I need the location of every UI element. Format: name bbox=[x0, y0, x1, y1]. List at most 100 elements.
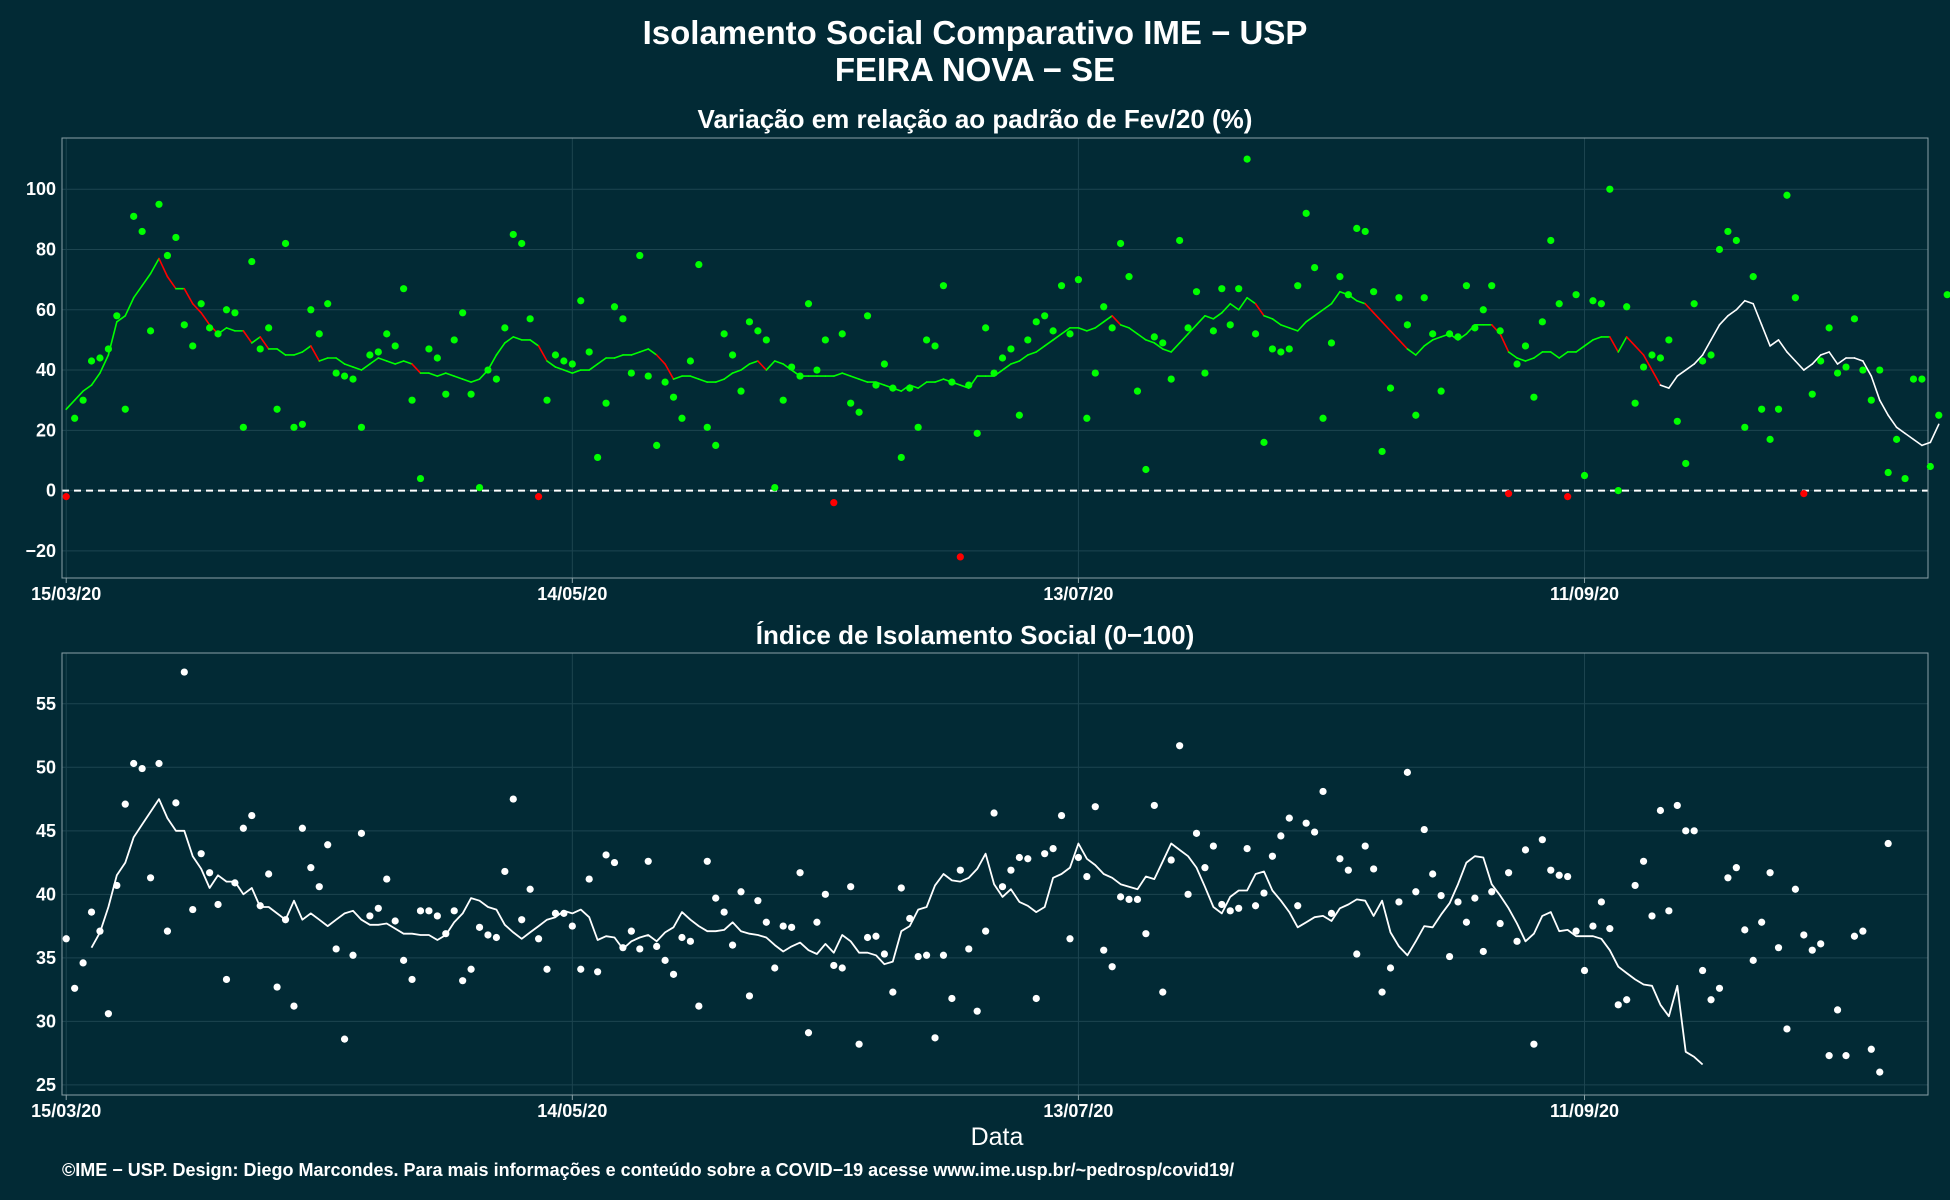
p2-data-point bbox=[568, 922, 576, 930]
p2-data-point bbox=[1403, 768, 1411, 776]
p1-data-point bbox=[1884, 468, 1892, 477]
p2-data-point bbox=[1724, 874, 1732, 882]
p1-data-point bbox=[1639, 363, 1648, 371]
p2-data-point bbox=[357, 829, 366, 837]
p2-data-point bbox=[720, 908, 728, 916]
p2-data-point bbox=[324, 841, 332, 849]
p2-data-point bbox=[560, 909, 568, 917]
p1-data-point bbox=[644, 372, 652, 380]
p2-data-point bbox=[1353, 950, 1361, 958]
p1-data-point bbox=[374, 348, 382, 356]
p1-data-point bbox=[922, 336, 931, 344]
p2-data-point bbox=[1741, 926, 1749, 934]
p2-xtick-label: 15/03/20 bbox=[31, 1101, 101, 1121]
p2-data-point bbox=[1597, 898, 1605, 906]
p1-trend-segment bbox=[1895, 426, 1906, 435]
p1-trend-segment bbox=[1878, 399, 1889, 417]
p1-trend-segment bbox=[411, 363, 422, 374]
p1-trend-segment bbox=[377, 357, 388, 362]
p1-data-point bbox=[484, 366, 492, 374]
p2-data-point bbox=[728, 941, 737, 949]
p1-trend-segment bbox=[259, 336, 270, 350]
p1-data-point bbox=[636, 251, 644, 260]
p1-trend-segment bbox=[1398, 339, 1409, 350]
p1-data-point bbox=[745, 318, 754, 326]
p1-data-point bbox=[1412, 411, 1420, 419]
p1-data-point bbox=[1766, 435, 1774, 443]
p1-trend-segment bbox=[630, 351, 641, 356]
p1-trend-segment bbox=[1836, 357, 1847, 365]
p1-trend-segment bbox=[748, 360, 759, 365]
p2-data-point bbox=[1201, 864, 1209, 872]
p1-data-point bbox=[1319, 414, 1327, 422]
p2-data-point bbox=[1707, 996, 1715, 1004]
p2-data-point bbox=[197, 850, 205, 858]
chart-subtitle-location: FEIRA NOVA − SE bbox=[835, 51, 1115, 88]
p1-data-point bbox=[1277, 348, 1285, 356]
p1-data-point bbox=[1623, 303, 1631, 311]
p1-data-point bbox=[1842, 363, 1850, 371]
p1-trend-segment bbox=[166, 275, 177, 290]
p2-data-point bbox=[585, 875, 593, 883]
p1-trend-segment bbox=[495, 342, 506, 356]
p1-trend-segment bbox=[428, 372, 439, 377]
p2-data-point bbox=[1007, 866, 1015, 874]
p1-data-point bbox=[1083, 414, 1091, 422]
p1-trend-segment bbox=[1769, 339, 1780, 347]
p1-trend-segment bbox=[1128, 327, 1139, 335]
p1-trend-segment bbox=[250, 336, 262, 344]
p2-data-point bbox=[1268, 852, 1277, 860]
p1-trend-segment bbox=[1634, 345, 1645, 356]
p2-data-point bbox=[374, 904, 382, 912]
chart-title: Isolamento Social Comparativo IME − USP bbox=[643, 14, 1308, 51]
p1-trend-segment bbox=[512, 336, 523, 341]
p1-data-point bbox=[442, 390, 450, 398]
p1-trend-segment bbox=[1423, 339, 1434, 347]
p1-data-point bbox=[1429, 330, 1437, 338]
p1-trend-segment bbox=[1499, 333, 1510, 353]
p1-data-point bbox=[231, 309, 239, 317]
p1-trend-segment bbox=[1533, 351, 1544, 359]
p1-trend-segment bbox=[1642, 354, 1653, 371]
p1-data-point bbox=[796, 372, 804, 380]
p1-ytick-label: 100 bbox=[26, 179, 56, 199]
p2-data-point bbox=[880, 950, 889, 958]
p1-trend-segment bbox=[1684, 363, 1695, 371]
p2-data-point bbox=[1302, 819, 1310, 827]
p1-trend-segment bbox=[1929, 423, 1940, 444]
p1-data-point bbox=[1353, 224, 1361, 233]
p2-data-point bbox=[1251, 902, 1260, 910]
p1-data-point bbox=[577, 297, 585, 305]
p2-data-point bbox=[104, 1010, 112, 1018]
p1-data-point bbox=[189, 342, 197, 350]
p2-xtick-label: 11/09/20 bbox=[1550, 1101, 1619, 1121]
p1-trend-segment bbox=[1263, 315, 1274, 320]
p1-data-point bbox=[1344, 291, 1352, 299]
p1-trend-segment bbox=[276, 348, 287, 356]
p2-data-point bbox=[669, 970, 678, 978]
p2-data-point bbox=[96, 927, 104, 935]
p1-trend-segment bbox=[504, 336, 515, 344]
p2-data-point bbox=[87, 908, 96, 916]
p1-data-point bbox=[1370, 288, 1378, 296]
p1-data-point bbox=[1547, 236, 1555, 245]
p2-data-point bbox=[484, 931, 492, 939]
p2-data-point bbox=[897, 884, 905, 892]
p2-data-point bbox=[1758, 918, 1766, 926]
p2-data-point bbox=[1521, 846, 1530, 854]
p1-trend-segment bbox=[1305, 315, 1316, 323]
p2-data-point bbox=[779, 922, 787, 930]
p2-data-point bbox=[796, 869, 804, 877]
p2-data-point bbox=[872, 932, 880, 940]
p1-trend-segment bbox=[444, 372, 456, 377]
p2-data-point bbox=[1538, 836, 1546, 844]
p1-data-point bbox=[1589, 297, 1597, 305]
p2-panel-border bbox=[61, 652, 1929, 1096]
p1-data-point bbox=[1015, 411, 1023, 419]
p1-data-point bbox=[400, 285, 408, 293]
p1-data-point bbox=[914, 423, 922, 431]
p1-data-point bbox=[62, 493, 70, 501]
p2-data-point bbox=[1319, 787, 1327, 796]
p1-trend-segment bbox=[1381, 321, 1392, 332]
p1-data-point bbox=[1901, 474, 1909, 483]
